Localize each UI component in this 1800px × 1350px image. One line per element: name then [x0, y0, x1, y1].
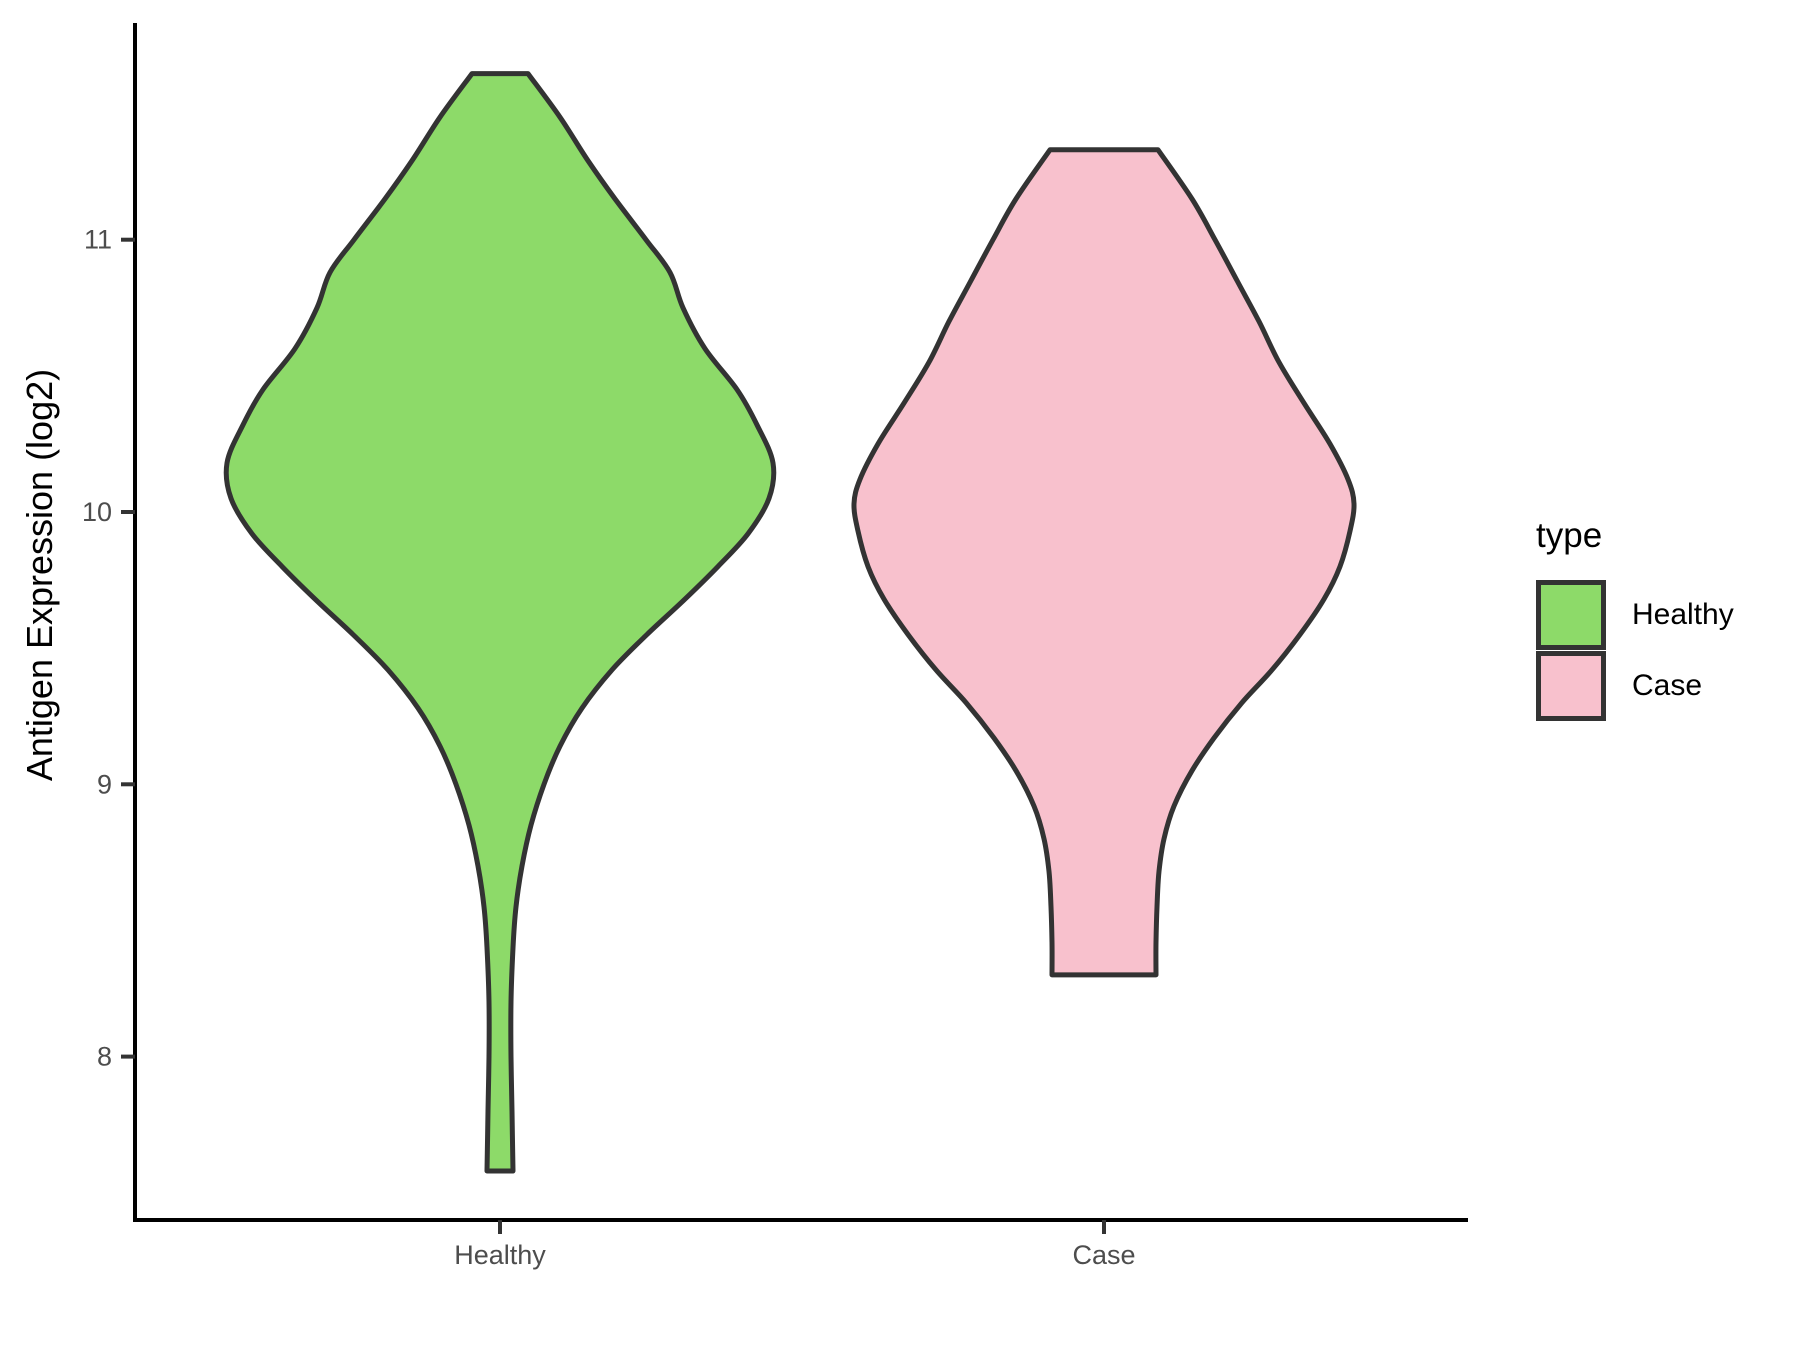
y-tick-label: 9	[97, 769, 112, 799]
legend-item-healthy: Healthy	[1536, 580, 1734, 650]
legend-swatch-healthy	[1536, 580, 1606, 650]
legend-item-case: Case	[1536, 651, 1734, 721]
x-tick-label: Case	[1072, 1240, 1135, 1270]
legend-label-healthy: Healthy	[1632, 598, 1734, 631]
legend: type Healthy Case	[1536, 516, 1734, 721]
violin-healthy	[223, 71, 777, 1174]
legend-title: type	[1536, 516, 1603, 555]
legend-swatch-case	[1536, 651, 1606, 721]
y-tick-label: 11	[84, 225, 112, 255]
y-tick-label: 8	[97, 1042, 112, 1072]
legend-items: Healthy Case	[1536, 580, 1734, 721]
y-tick-label: 10	[82, 497, 112, 527]
violin-case	[851, 147, 1357, 978]
y-axis-title: Antigen Expression (log2)	[19, 368, 60, 782]
legend-label-case: Case	[1632, 669, 1703, 702]
x-tick-label: Healthy	[454, 1240, 546, 1270]
